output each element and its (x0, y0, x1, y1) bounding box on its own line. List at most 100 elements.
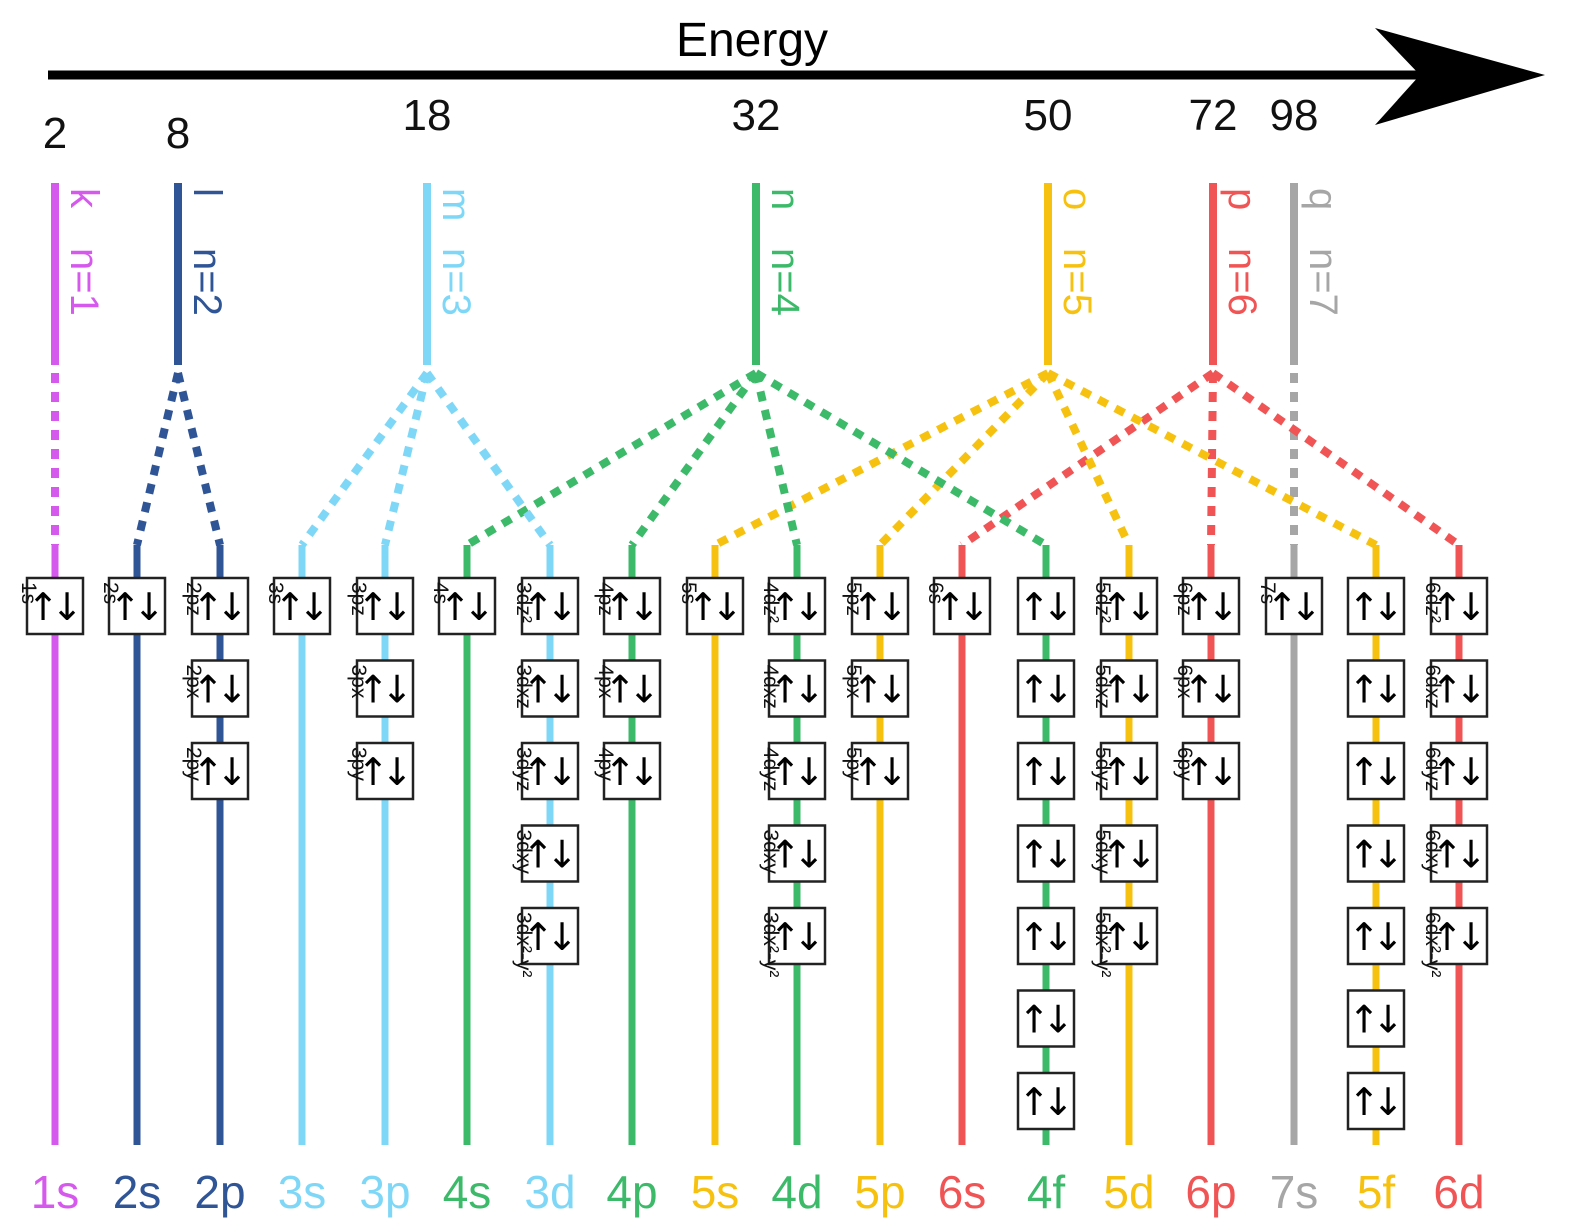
orbital-box-frame (190, 659, 250, 718)
orbital-box: ↑↓ 3dxz (512, 659, 580, 718)
spin-up-arrow: ↑ (192, 585, 224, 629)
shell-letter-label: l (185, 188, 229, 197)
spin-down-arrow: ↓ (1042, 585, 1074, 629)
spin-up-arrow: ↑ (1431, 833, 1463, 877)
spin-down-arrow: ↓ (546, 833, 578, 877)
spin-up-arrow: ↑ (852, 585, 884, 629)
branch-connector (464, 369, 759, 549)
shell-n-label: n=5 (1055, 248, 1099, 316)
spin-up-arrow: ↑ (687, 585, 719, 629)
orbital-box: ↑↓ (1346, 659, 1406, 718)
orbital-box-frame (1016, 741, 1076, 801)
subshell-name-label: 2p (194, 1166, 245, 1218)
orbital-box-frame (355, 659, 415, 718)
orbital-box-frame (767, 741, 827, 801)
subshell-name-label: 5s (691, 1166, 740, 1218)
energy-axis-arrowhead (1375, 28, 1545, 125)
orbital-box: ↑↓ 2pz (182, 576, 250, 636)
orbital-box: ↑↓ 6pz (1173, 576, 1241, 636)
spin-up-arrow: ↑ (1018, 833, 1050, 877)
spin-down-arrow: ↓ (1455, 833, 1487, 877)
spin-up-arrow: ↑ (1018, 1080, 1050, 1124)
spin-down-arrow: ↓ (628, 750, 660, 794)
subshell-4f: ↑↓↑↓↑↓↑↓↑↓↑↓↑↓4f (1016, 545, 1076, 1218)
branch-connector (174, 372, 224, 546)
spin-down-arrow: ↓ (1207, 585, 1239, 629)
spin-up-arrow: ↑ (852, 668, 884, 712)
spin-down-arrow: ↓ (51, 585, 83, 629)
shell-n-label: n=3 (434, 248, 478, 316)
orbital-label: 7s (1256, 582, 1279, 604)
orbital-label: 6py (1173, 747, 1196, 781)
spin-down-arrow: ↓ (793, 915, 825, 959)
spin-up-arrow: ↑ (1431, 750, 1463, 794)
spin-down-arrow: ↓ (876, 668, 908, 712)
spin-down-arrow: ↓ (1042, 668, 1074, 712)
spin-up-arrow: ↑ (522, 668, 554, 712)
spin-down-arrow: ↓ (711, 585, 743, 629)
orbital-box: ↑↓ 1s (17, 576, 85, 636)
orbital-box-frame (1429, 824, 1489, 883)
orbital-box-frame (767, 824, 827, 883)
orbital-box-frame (1181, 576, 1241, 636)
orbital-box: ↑↓ 6dxz (1421, 659, 1489, 718)
spin-up-arrow: ↑ (1348, 915, 1380, 959)
shell-capacity: 2 (43, 109, 67, 158)
spin-down-arrow: ↓ (1372, 585, 1404, 629)
orbital-label: 4dyz (759, 747, 782, 791)
subshell-name-label: 6d (1433, 1166, 1484, 1218)
shell-k: 2 k n=1 (43, 109, 106, 365)
spin-up-arrow: ↑ (522, 585, 554, 629)
orbital-box-frame (107, 576, 167, 636)
orbital-box: ↑↓ 3s (264, 576, 332, 636)
orbital-box-frame (850, 659, 910, 718)
spin-down-arrow: ↓ (546, 915, 578, 959)
orbital-box: ↑↓ 5pz (842, 576, 910, 636)
spin-down-arrow: ↓ (1207, 668, 1239, 712)
spin-up-arrow: ↑ (1101, 585, 1133, 629)
orbital-label: 3dxy (512, 830, 535, 875)
orbital-box: ↑↓ 3dxy (512, 824, 580, 883)
spin-up-arrow: ↑ (852, 750, 884, 794)
spin-up-arrow: ↑ (1018, 668, 1050, 712)
orbital-box: ↑↓ (1346, 989, 1406, 1048)
orbital-label: 5dxy (1091, 830, 1114, 875)
spin-up-arrow: ↑ (769, 750, 801, 794)
subshell-5f: ↑↓↑↓↑↓↑↓↑↓↑↓↑↓5f (1346, 545, 1406, 1218)
orbital-box: ↑↓ 6py (1173, 741, 1241, 801)
spin-up-arrow: ↑ (1101, 668, 1133, 712)
orbital-box-frame (1016, 906, 1076, 966)
spin-up-arrow: ↑ (27, 585, 59, 629)
spin-up-arrow: ↑ (1018, 750, 1050, 794)
spin-up-arrow: ↑ (522, 750, 554, 794)
spin-down-arrow: ↓ (1042, 1080, 1074, 1124)
spin-up-arrow: ↑ (1101, 750, 1133, 794)
orbital-box: ↑↓ 6dxy (1421, 824, 1489, 883)
shell-n-label: n=7 (1301, 248, 1345, 316)
spin-down-arrow: ↓ (1372, 1080, 1404, 1124)
branch-connector (423, 370, 554, 548)
shell-layer: 2 k n=1 8 l n=2 18 m n=3 32 n n=4 50 o n=5 72 p n=6 98 q n=7 (43, 91, 1345, 365)
spin-down-arrow: ↓ (1042, 750, 1074, 794)
orbital-label: 5dz² (1091, 582, 1114, 623)
orbital-box-frame (190, 576, 250, 636)
spin-up-arrow: ↑ (1183, 750, 1215, 794)
spin-up-arrow: ↑ (357, 750, 389, 794)
orbital-box: ↑↓ 2px (182, 659, 250, 718)
spin-up-arrow: ↑ (1183, 668, 1215, 712)
subshell-name-label: 5f (1357, 1166, 1396, 1218)
subshell-name-label: 4p (606, 1166, 657, 1218)
orbital-label: 6pz (1173, 582, 1196, 616)
shell-capacity: 50 (1024, 91, 1073, 140)
orbital-box-frame (1346, 824, 1406, 883)
orbital-box-frame (1016, 576, 1076, 636)
subshell-name-label: 6p (1185, 1166, 1236, 1218)
orbital-box-frame (355, 741, 415, 801)
shell-capacity: 72 (1189, 91, 1238, 140)
spin-up-arrow: ↑ (109, 585, 141, 629)
shell-n-label: n=4 (763, 248, 807, 316)
